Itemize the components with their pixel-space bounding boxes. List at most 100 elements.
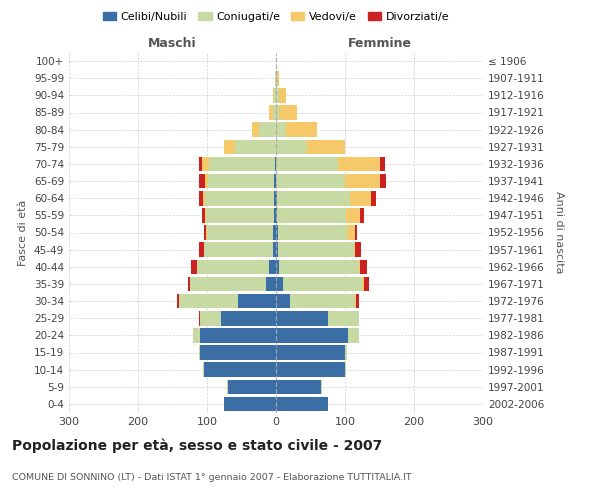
Bar (276, 191, 277, 206)
Bar (277, 71, 280, 86)
Bar (321, 380, 322, 394)
Bar (338, 156, 380, 171)
Bar (286, 122, 317, 137)
Bar (200, 328, 276, 342)
Bar (345, 174, 380, 188)
Bar (197, 260, 269, 274)
Bar (190, 276, 266, 291)
Bar (280, 88, 286, 102)
Bar (276, 71, 277, 86)
Bar (221, 311, 276, 326)
Bar (354, 242, 355, 257)
Bar (179, 294, 238, 308)
Y-axis label: Fasce di età: Fasce di età (19, 200, 28, 266)
Bar (276, 156, 338, 171)
Bar (276, 105, 280, 120)
Bar (283, 276, 362, 291)
Bar (199, 345, 200, 360)
Bar (203, 362, 276, 377)
Bar (199, 191, 203, 206)
Bar (224, 140, 235, 154)
Text: COMUNE DI SONNINO (LT) - Dati ISTAT 1° gennaio 2007 - Elaborazione TUTTITALIA.IT: COMUNE DI SONNINO (LT) - Dati ISTAT 1° g… (12, 473, 412, 482)
Bar (205, 191, 274, 206)
Bar (277, 191, 350, 206)
Bar (278, 242, 354, 257)
Bar (188, 276, 190, 291)
Bar (350, 191, 371, 206)
Bar (307, 140, 345, 154)
Bar (272, 242, 276, 257)
Bar (355, 294, 356, 308)
Bar (280, 260, 359, 274)
Bar (238, 294, 276, 308)
Bar (276, 276, 283, 291)
Bar (276, 311, 328, 326)
Bar (205, 208, 206, 222)
Bar (276, 260, 280, 274)
Bar (349, 328, 359, 342)
Bar (200, 311, 221, 326)
Bar (380, 174, 386, 188)
Bar (266, 276, 276, 291)
Bar (278, 225, 347, 240)
Bar (276, 294, 290, 308)
Bar (355, 242, 361, 257)
Bar (203, 242, 272, 257)
Bar (359, 260, 360, 274)
Bar (364, 276, 369, 291)
Bar (205, 174, 208, 188)
Bar (204, 225, 206, 240)
Bar (276, 380, 321, 394)
Text: Femmine: Femmine (347, 37, 412, 50)
Bar (274, 208, 276, 222)
Bar (345, 362, 346, 377)
Bar (224, 396, 276, 411)
Bar (276, 225, 278, 240)
Bar (199, 174, 205, 188)
Bar (269, 105, 272, 120)
Bar (276, 208, 277, 222)
Bar (328, 311, 359, 326)
Bar (345, 345, 347, 360)
Bar (355, 225, 358, 240)
Bar (274, 191, 276, 206)
Bar (203, 191, 205, 206)
Bar (290, 294, 355, 308)
Bar (280, 105, 296, 120)
Bar (208, 174, 274, 188)
Bar (274, 174, 276, 188)
Bar (178, 294, 179, 308)
Bar (206, 208, 274, 222)
Bar (252, 122, 259, 137)
Bar (276, 362, 345, 377)
Bar (276, 88, 280, 102)
Bar (209, 156, 275, 171)
Bar (347, 225, 355, 240)
Bar (362, 276, 364, 291)
Bar (199, 311, 200, 326)
Bar (276, 396, 328, 411)
Bar (207, 225, 272, 240)
Bar (227, 380, 228, 394)
Bar (272, 105, 276, 120)
Bar (346, 208, 360, 222)
Bar (228, 380, 276, 394)
Bar (371, 191, 376, 206)
Bar (274, 88, 276, 102)
Bar (380, 156, 385, 171)
Bar (191, 260, 197, 274)
Bar (202, 208, 205, 222)
Bar (360, 208, 364, 222)
Bar (276, 140, 307, 154)
Bar (356, 294, 359, 308)
Bar (276, 122, 286, 137)
Bar (199, 156, 202, 171)
Bar (199, 242, 203, 257)
Bar (276, 174, 345, 188)
Bar (193, 328, 200, 342)
Bar (276, 345, 345, 360)
Text: Maschi: Maschi (148, 37, 197, 50)
Text: Popolazione per età, sesso e stato civile - 2007: Popolazione per età, sesso e stato civil… (12, 438, 382, 453)
Bar (276, 242, 278, 257)
Bar (259, 122, 276, 137)
